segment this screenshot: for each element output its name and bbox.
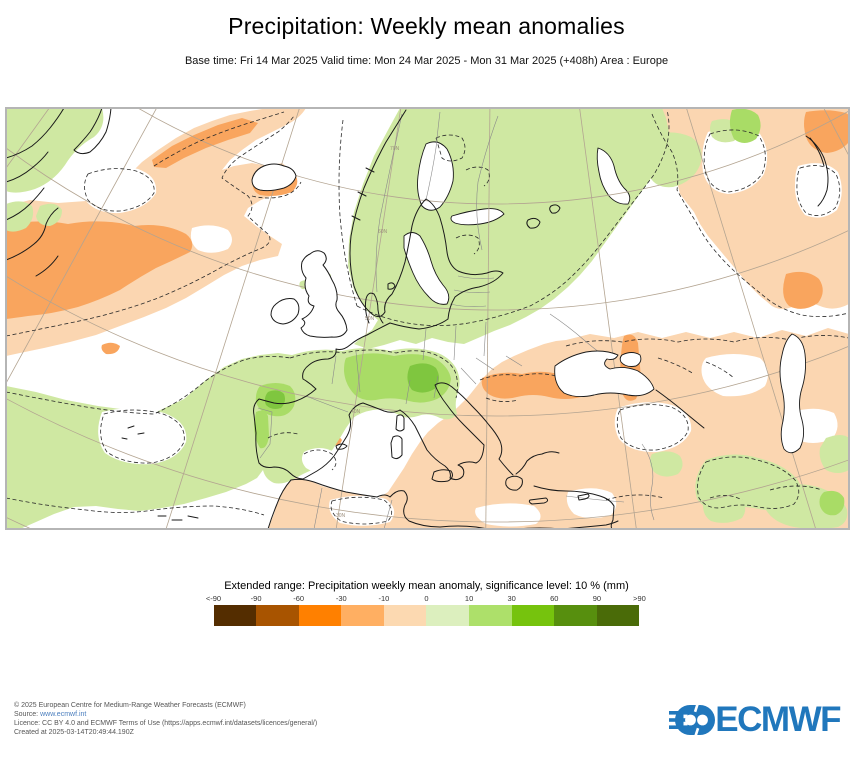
legend-bar xyxy=(213,605,640,626)
lat-label-70n: 70N xyxy=(390,146,400,152)
gulf-of-bothnia xyxy=(417,141,454,211)
ecmwf-wordmark: ECMWF xyxy=(715,700,841,739)
significance-contours xyxy=(6,109,849,525)
legend-tick: 0 xyxy=(424,594,429,603)
legend-swatch xyxy=(383,605,427,626)
legend-tick: -90 xyxy=(250,594,262,603)
lat-label-50n: 50N xyxy=(365,316,375,322)
legend-swatch xyxy=(554,605,597,626)
legend-tick: 30 xyxy=(507,594,516,603)
gulf-of-finland xyxy=(450,208,505,226)
footer: © 2025 European Centre for Medium-Range … xyxy=(14,701,317,737)
sea-of-azov xyxy=(619,352,642,367)
page-subtitle: Base time: Fri 14 Mar 2025 Valid time: M… xyxy=(184,55,669,67)
legend-title: Extended range: Precipitation weekly mea… xyxy=(224,580,629,592)
anomaly-dry-core-atlantic xyxy=(6,221,193,319)
ecmwf-logo: ECMWF xyxy=(669,699,841,741)
legend-swatch xyxy=(469,605,512,626)
legend-swatch xyxy=(341,605,384,626)
legend-tick: -30 xyxy=(335,594,347,603)
footer-source-url: www.ecmwf.int xyxy=(40,711,87,718)
footer-copyright: © 2025 European Centre for Medium-Range … xyxy=(14,702,246,709)
baltic-sea xyxy=(403,232,450,305)
footer-source: Source: www.ecmwf.int xyxy=(14,710,317,719)
white-sea xyxy=(596,147,631,205)
legend-swatch xyxy=(596,605,640,626)
legend-tick: <-90 xyxy=(205,594,222,603)
legend-tick: 10 xyxy=(464,594,474,603)
ecmwf-logo-icon xyxy=(669,703,716,737)
legend-swatch xyxy=(298,605,342,626)
legend-swatch xyxy=(213,605,257,626)
legend-tick: 60 xyxy=(550,594,559,603)
black-sea xyxy=(554,350,655,398)
map-canvas: 70N 60N 50N 40N 30N xyxy=(6,108,849,529)
legend: Extended range: Precipitation weekly mea… xyxy=(0,580,853,626)
coastlines xyxy=(6,108,829,529)
graticule-labels: 70N 60N 50N 40N 30N xyxy=(336,146,400,519)
anomaly-wet-greenland xyxy=(6,108,104,193)
anomaly-dry-core-norway-coast xyxy=(152,118,258,168)
caspian-sea xyxy=(779,333,807,454)
legend-tick: >90 xyxy=(633,594,646,603)
footer-source-label: Source: xyxy=(14,711,41,718)
europe-precipitation-map: 70N 60N 50N 40N 30N xyxy=(5,107,850,530)
legend-tick: 90 xyxy=(592,594,602,603)
country-borders xyxy=(257,111,655,529)
anomaly-wet-southwest-band xyxy=(6,348,460,529)
legend-swatch xyxy=(426,605,470,626)
lat-label-30n: 30N xyxy=(336,513,346,519)
lat-label-60n: 60N xyxy=(378,229,388,235)
legend-swatch xyxy=(511,605,555,626)
legend-ticks: <-90 -90 -60 -30 -10 0 10 30 60 90 >90 xyxy=(206,594,646,605)
footer-licence: Licence: CC BY 4.0 and ECMWF Terms of Us… xyxy=(14,720,318,727)
lat-label-40n: 40N xyxy=(351,409,361,415)
page-title: Precipitation: Weekly mean anomalies xyxy=(228,13,625,39)
footer-created: Created at 2025-03-14T20:49:44.190Z xyxy=(14,729,134,736)
legend-tick: -60 xyxy=(293,594,305,603)
legend-tick: -10 xyxy=(378,594,390,603)
legend-swatch xyxy=(256,605,299,626)
